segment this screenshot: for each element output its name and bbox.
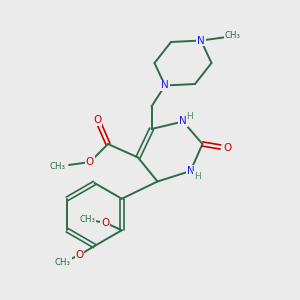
Text: O: O (101, 218, 110, 228)
Text: CH₃: CH₃ (79, 215, 95, 224)
Text: N: N (197, 35, 205, 46)
Text: N: N (179, 116, 187, 127)
Text: CH₃: CH₃ (55, 258, 71, 267)
Text: O: O (75, 250, 84, 260)
Text: O: O (223, 143, 231, 154)
Text: N: N (187, 166, 194, 176)
Text: H: H (186, 112, 193, 121)
Text: CH₃: CH₃ (49, 162, 65, 171)
Text: O: O (86, 157, 94, 167)
Text: CH₃: CH₃ (224, 32, 241, 40)
Text: H: H (194, 172, 200, 181)
Text: O: O (93, 115, 102, 125)
Text: N: N (161, 80, 169, 91)
